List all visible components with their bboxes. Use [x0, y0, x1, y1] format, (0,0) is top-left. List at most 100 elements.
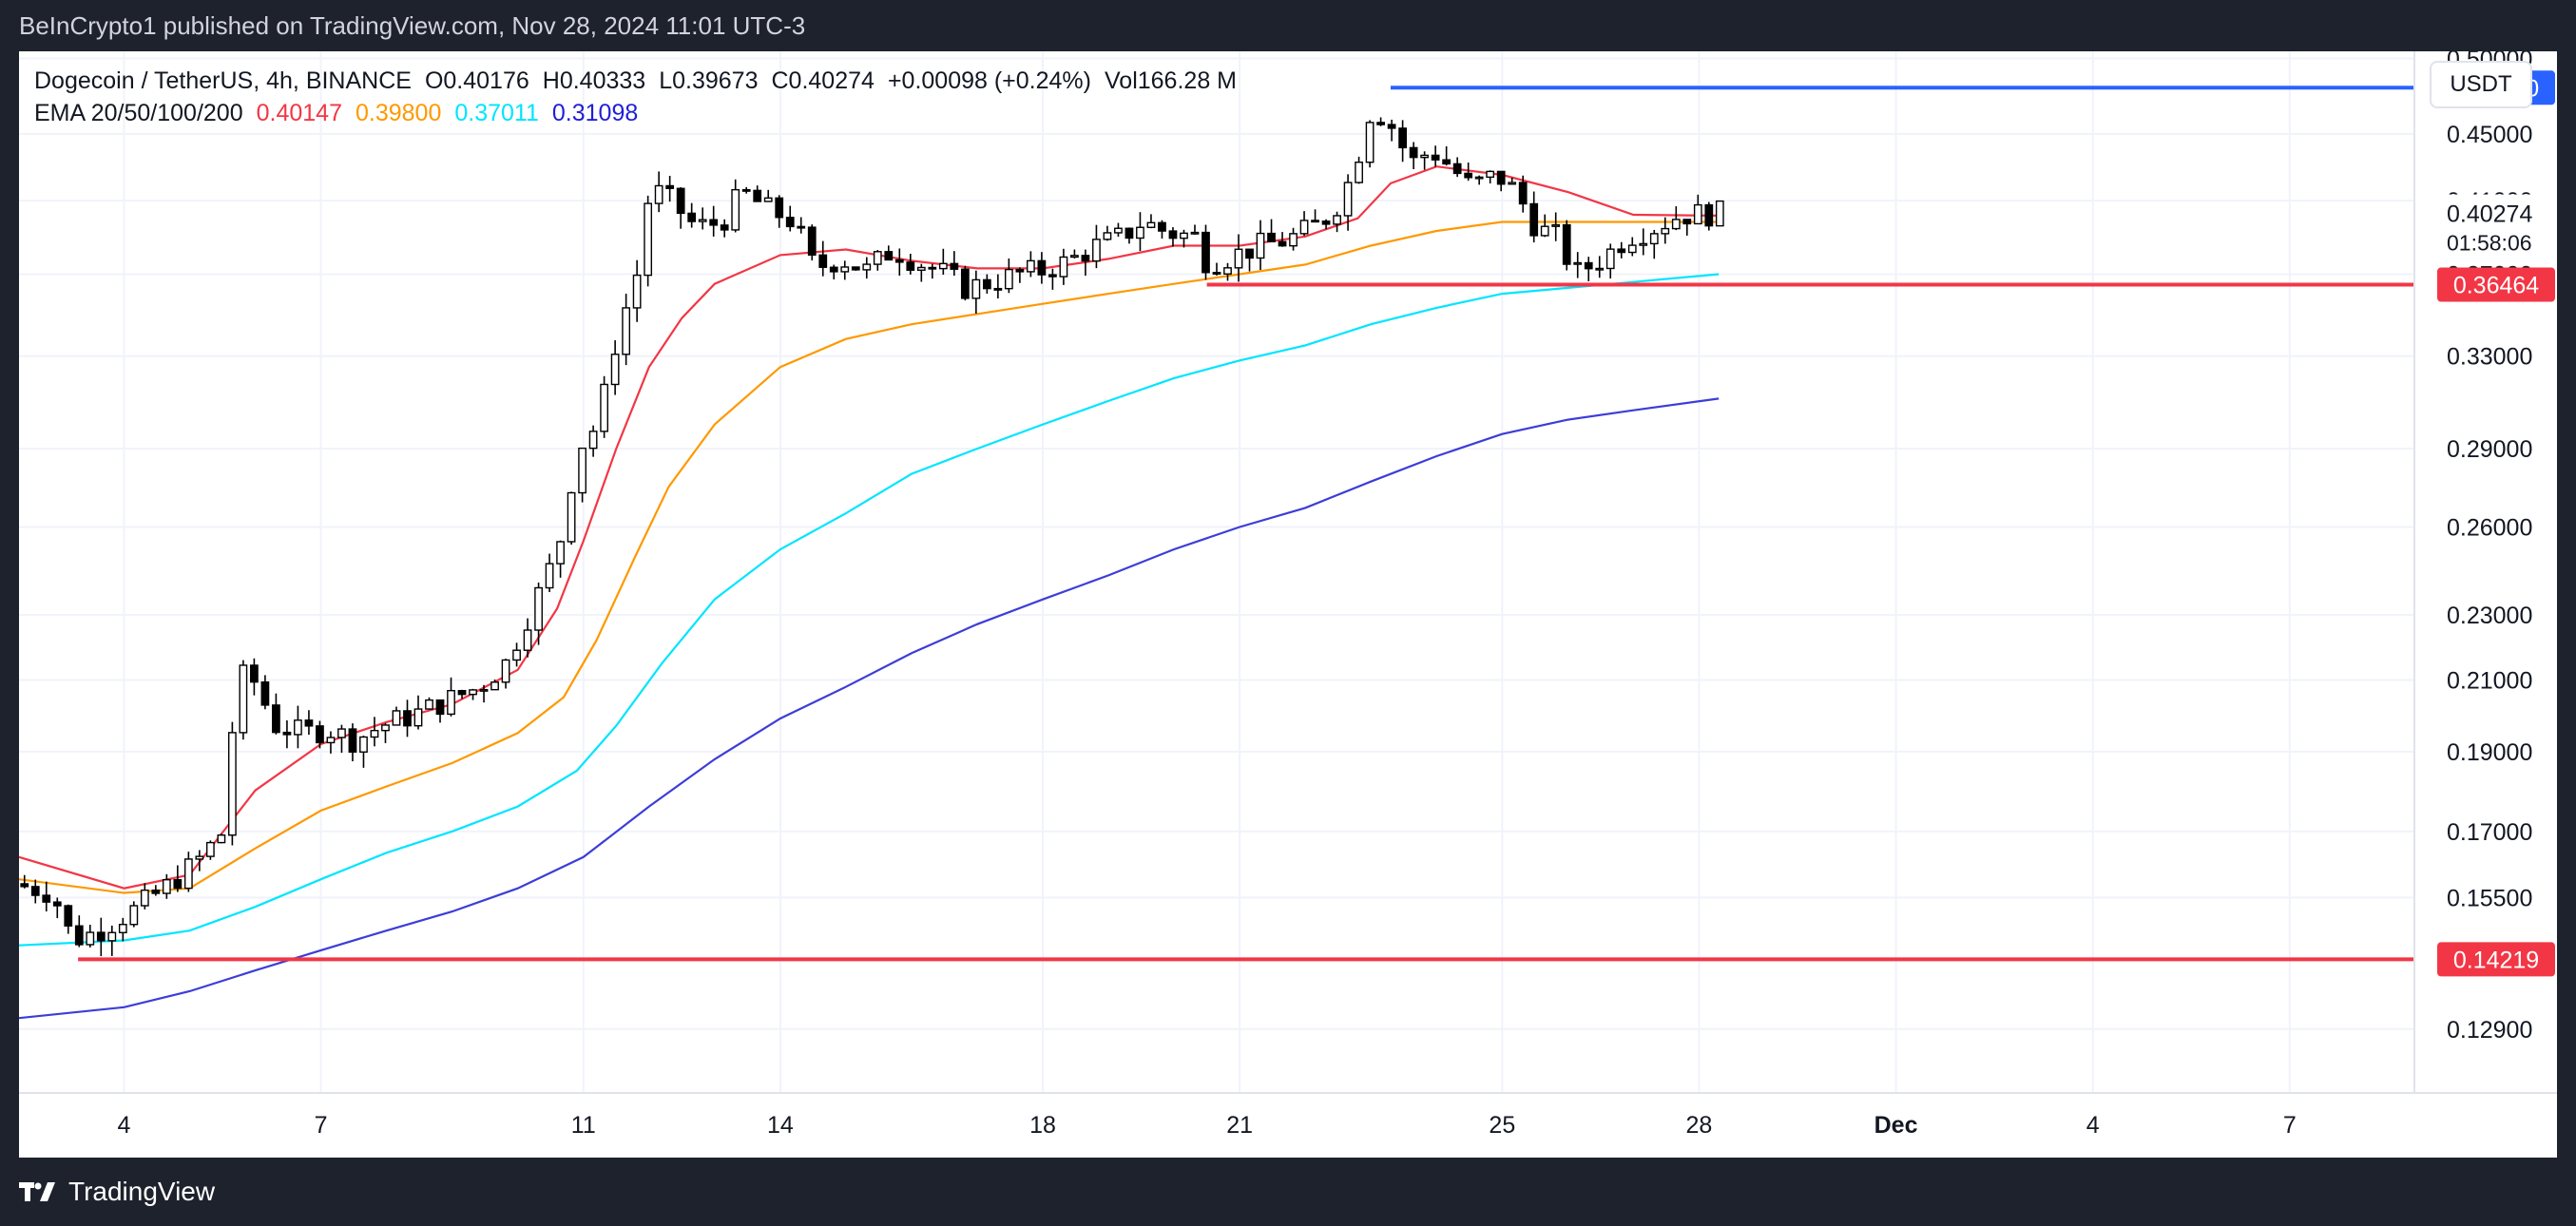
ema-row: EMA 20/50/100/200 0.40147 0.39800 0.3701… — [34, 97, 1237, 129]
candle-body — [1540, 225, 1549, 237]
candle-body — [1289, 233, 1298, 247]
candle-body — [873, 251, 882, 265]
publish-bar: BeInCrypto1 published on TradingView.com… — [0, 0, 2576, 51]
candle-body — [86, 931, 95, 946]
time-tick-label: 11 — [571, 1112, 596, 1139]
brand[interactable]: TradingView — [19, 1177, 215, 1207]
candle-body — [982, 278, 991, 290]
candle-body — [1070, 255, 1079, 259]
candle-body — [1661, 227, 1670, 235]
candle-body — [1595, 267, 1605, 271]
candle-body — [523, 629, 532, 651]
candle-body — [1584, 261, 1593, 270]
brand-name: TradingView — [68, 1177, 216, 1206]
candle-body — [52, 901, 62, 907]
candle-body — [884, 251, 894, 261]
candle-body — [1529, 202, 1539, 237]
candle-body — [359, 736, 368, 753]
candle-body — [1452, 163, 1462, 175]
candle-body — [1649, 233, 1659, 245]
candle-body — [1704, 203, 1714, 227]
candle-body — [501, 659, 510, 683]
currency-button[interactable]: USDT — [2430, 61, 2532, 108]
candle-body — [490, 681, 499, 691]
level-tag-2[interactable] — [2437, 942, 2555, 977]
candle-body — [425, 699, 433, 710]
candle-body — [1048, 274, 1057, 278]
candle-body — [1420, 154, 1430, 159]
candle-body — [1605, 248, 1615, 270]
candle-body — [862, 263, 872, 271]
candle-body — [1551, 223, 1561, 227]
price-chart[interactable]: 0.500000.450000.410000.370000.330000.290… — [19, 51, 2557, 1158]
candle-body — [1114, 227, 1123, 234]
candle-body — [938, 262, 948, 270]
last-price-label: 0.40274 — [2447, 201, 2532, 228]
candle-body — [1518, 182, 1528, 205]
candle-body — [665, 184, 675, 189]
candle-body — [1639, 242, 1648, 246]
level-tag-label-1: 0.36464 — [2453, 272, 2539, 298]
price-tick-label: 0.45000 — [2447, 122, 2532, 148]
candle-body — [239, 664, 248, 734]
candle-body — [709, 219, 719, 226]
candle-body — [370, 729, 379, 738]
last-price-box — [2416, 194, 2557, 254]
candle-body — [1299, 220, 1309, 235]
candle-body — [676, 187, 685, 215]
open-value: O0.40176 — [424, 67, 529, 94]
candle-body — [971, 278, 981, 299]
ema-100-value: 0.37011 — [454, 100, 539, 126]
price-tick-label: 0.29000 — [2447, 436, 2532, 463]
price-tick-label: 0.26000 — [2447, 514, 2532, 541]
candle-body — [129, 905, 139, 926]
candle-body — [413, 708, 423, 727]
candle-body — [1004, 268, 1013, 290]
candle-body — [1627, 244, 1637, 254]
candle-body — [1321, 220, 1331, 225]
candle-body — [294, 719, 302, 736]
candle-body — [107, 931, 117, 942]
candle-body — [1081, 255, 1090, 262]
price-tick-label: 0.12900 — [2447, 1017, 2532, 1044]
candle-body — [403, 710, 412, 727]
candle-body — [807, 226, 817, 257]
level-tag-1[interactable] — [2437, 267, 2555, 302]
candle-body — [1376, 122, 1385, 125]
candle-body — [337, 728, 346, 738]
time-tick-label: 25 — [1489, 1112, 1515, 1139]
candle-body — [556, 541, 565, 565]
price-tick-label: 0.19000 — [2447, 739, 2532, 766]
candle-body — [731, 188, 740, 231]
ema-label[interactable]: EMA 20/50/100/200 — [34, 100, 243, 126]
candle-body — [534, 586, 543, 631]
plot-background[interactable] — [19, 51, 2414, 1093]
candle-body — [1671, 219, 1681, 230]
candle-body — [1562, 223, 1571, 265]
candle-body — [304, 719, 314, 727]
candle-body — [1715, 200, 1724, 227]
candle-body — [993, 287, 1003, 291]
candle-body — [588, 431, 598, 450]
published-text: BeInCrypto1 published on TradingView.com… — [19, 11, 806, 40]
candle-body — [1398, 127, 1407, 149]
candle-body — [928, 266, 937, 270]
candle-body — [74, 925, 84, 946]
candle-body — [840, 266, 850, 273]
candle-body — [1256, 232, 1265, 259]
candle-body — [1617, 248, 1626, 254]
chart-area[interactable]: 0.500000.450000.410000.370000.330000.290… — [19, 51, 2557, 1158]
candle-body — [567, 491, 576, 543]
candle-body — [140, 889, 149, 907]
price-tick-label: 0.33000 — [2447, 344, 2532, 371]
price-tick-label: 0.21000 — [2447, 667, 2532, 694]
time-tick-label: 4 — [118, 1112, 131, 1139]
candle-body — [1180, 232, 1188, 239]
candle-body — [348, 728, 357, 753]
candle-body — [151, 889, 161, 894]
candle-body — [217, 834, 226, 844]
candle-body — [654, 184, 663, 204]
symbol-label[interactable]: Dogecoin / TetherUS, 4h, BINANCE — [34, 67, 412, 94]
ema-50-value: 0.39800 — [356, 100, 442, 126]
candle-body — [753, 189, 762, 202]
